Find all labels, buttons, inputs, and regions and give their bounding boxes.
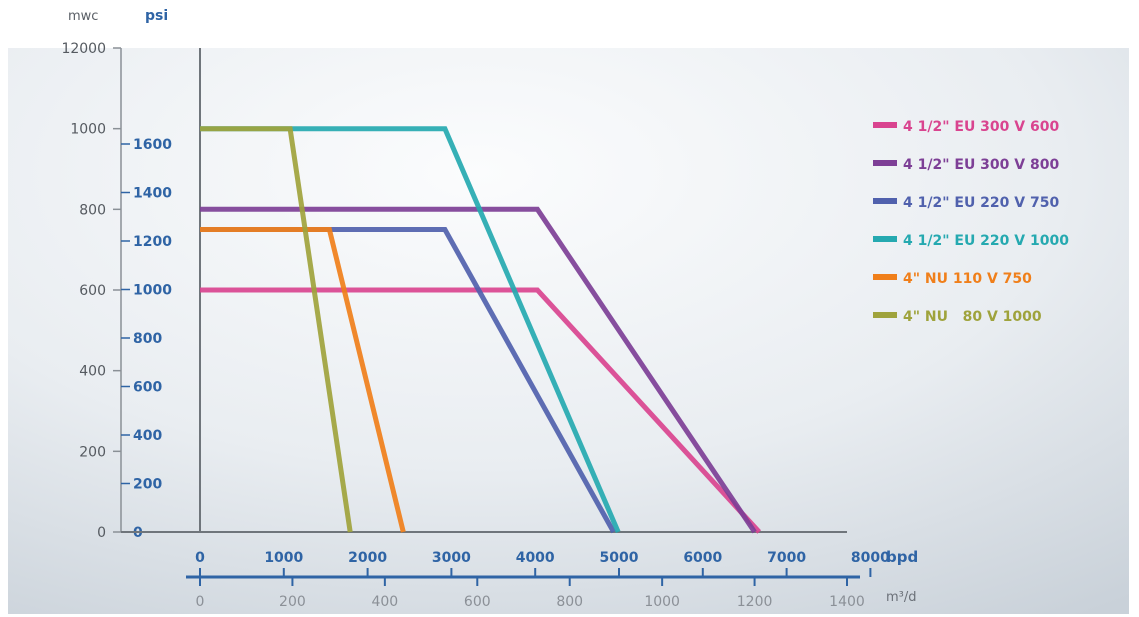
psi-tick-label: 800 xyxy=(133,331,162,347)
bpd-tick-label: 0 xyxy=(195,550,205,566)
bpd-tick-label: 4000 xyxy=(516,550,555,566)
m3d-tick-label: 200 xyxy=(279,594,306,610)
mwc-tick-label: 0 xyxy=(97,525,106,541)
psi-tick-label: 1200 xyxy=(133,234,172,250)
m3d-tick-label: 600 xyxy=(464,594,491,610)
legend-label: 4 1/2" EU 300 V 800 xyxy=(903,157,1059,173)
legend-swatch xyxy=(873,122,897,128)
series-line-4-nu-80-v-1000 xyxy=(200,126,353,533)
m3d-tick-label: 1000 xyxy=(644,594,680,610)
mwc-unit-label: mwc xyxy=(68,9,98,24)
mwc-tick-label: 600 xyxy=(79,283,106,299)
psi-unit-label: psi xyxy=(145,8,168,24)
psi-tick-label: 600 xyxy=(133,380,162,396)
series-line-4-1-2-eu-300-v-800 xyxy=(200,206,757,534)
psi-tick-label: 1600 xyxy=(133,137,172,153)
m3d-unit-label: m³/d xyxy=(886,590,917,605)
psi-tick-label: 1400 xyxy=(133,186,172,202)
mwc-tick-label: 12000 xyxy=(61,41,106,57)
legend-label: 4 1/2" EU 300 V 600 xyxy=(903,119,1059,135)
axes: 1200010008006004002000160014001200100080… xyxy=(61,41,890,610)
bpd-tick-label: 1000 xyxy=(264,550,303,566)
legend-swatch xyxy=(873,160,897,166)
bpd-tick-label: 5000 xyxy=(600,550,639,566)
bpd-tick-label: 2000 xyxy=(348,550,387,566)
series-line-4-nu-110-v-750 xyxy=(200,227,406,533)
bpd-unit-label: bpd xyxy=(886,548,918,566)
psi-tick-label: 200 xyxy=(133,477,162,493)
bpd-tick-label: 7000 xyxy=(767,550,806,566)
series-lines xyxy=(200,126,762,534)
m3d-tick-label: 400 xyxy=(371,594,398,610)
m3d-tick-label: 800 xyxy=(556,594,583,610)
legend-swatch xyxy=(873,236,897,242)
legend-label: 4 1/2" EU 220 V 1000 xyxy=(903,233,1069,249)
m3d-tick-label: 0 xyxy=(196,594,205,610)
mwc-tick-label: 800 xyxy=(79,202,106,218)
legend: 4 1/2" EU 300 V 600 4 1/2" EU 300 V 800 4 … xyxy=(873,119,1069,325)
m3d-tick-label: 1200 xyxy=(737,594,773,610)
mwc-tick-label: 400 xyxy=(79,364,106,380)
legend-label: 4 1/2" EU 220 V 750 xyxy=(903,195,1059,211)
mwc-tick-label: 200 xyxy=(79,444,106,460)
bpd-tick-label: 3000 xyxy=(432,550,471,566)
psi-tick-label: 1000 xyxy=(133,283,172,299)
legend-swatch xyxy=(873,274,897,280)
legend-label: 4" NU 80 V 1000 xyxy=(903,309,1042,325)
legend-swatch xyxy=(873,312,897,318)
bpd-tick-label: 6000 xyxy=(683,550,722,566)
bpd-tick-label: 8000 xyxy=(851,550,890,566)
m3d-tick-label: 1400 xyxy=(829,594,865,610)
legend-label: 4" NU 110 V 750 xyxy=(903,271,1032,287)
legend-swatch xyxy=(873,198,897,204)
psi-tick-label: 400 xyxy=(133,428,162,444)
plot-background xyxy=(8,48,1129,614)
mwc-tick-label: 1000 xyxy=(70,122,106,138)
